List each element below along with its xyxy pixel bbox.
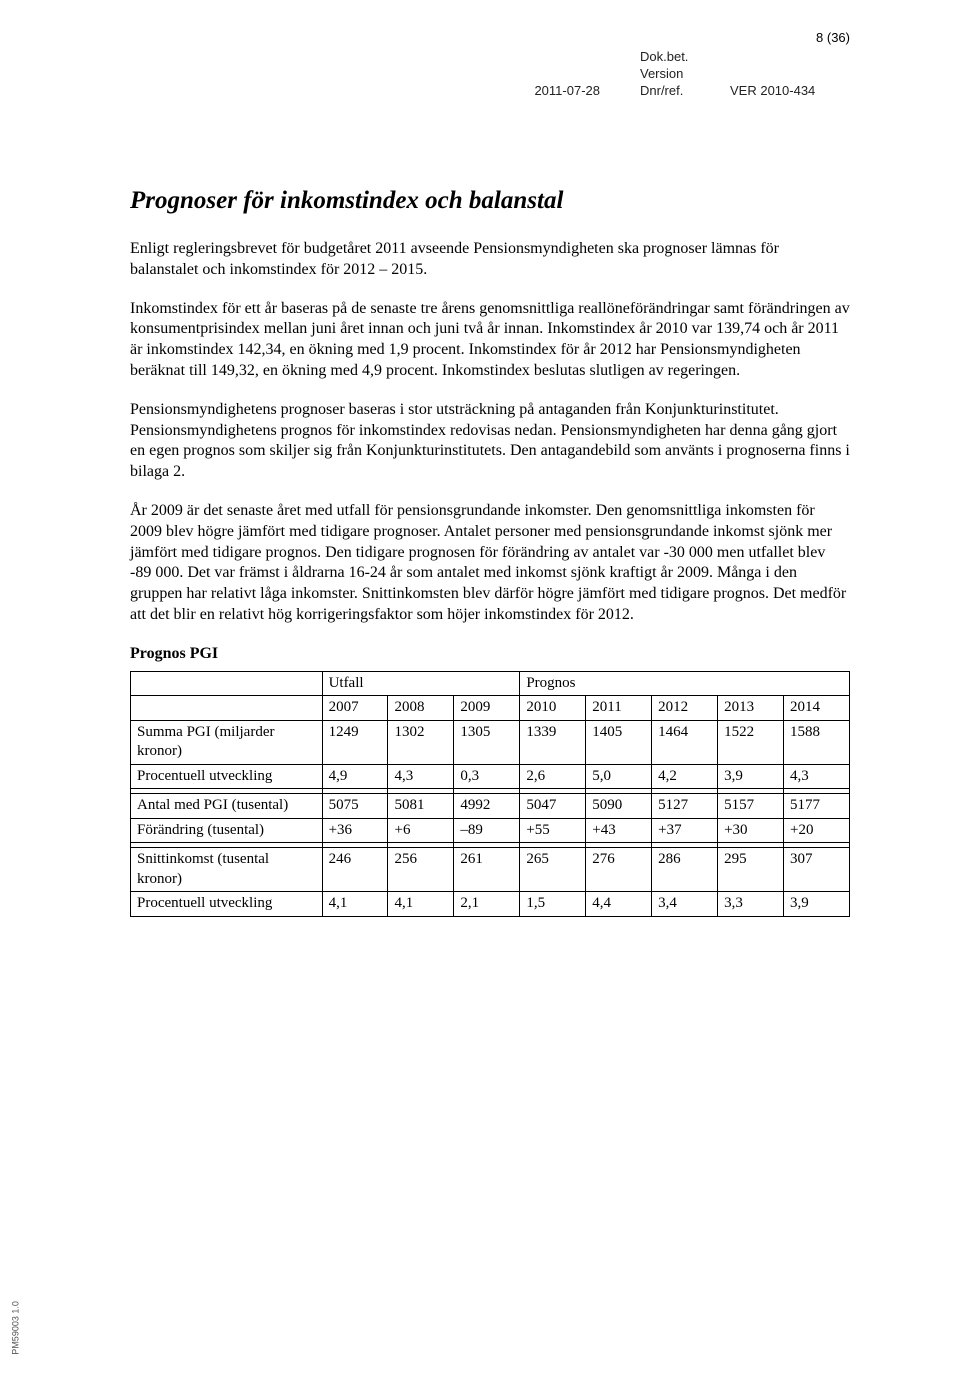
cell: +37 [652,818,718,843]
cell: 1249 [322,720,388,764]
cell: 1302 [388,720,454,764]
page-number: 8 (36) [130,30,850,47]
cell: 4,3 [388,764,454,789]
row-label: Antal med PGI (tusental) [131,794,323,819]
year-cell: 2013 [718,696,784,721]
header-dnr-value: VER 2010-434 [730,83,850,100]
cell: 4992 [454,794,520,819]
cell: –89 [454,818,520,843]
cell: 4,9 [322,764,388,789]
cell: +20 [784,818,850,843]
header-dnr-label: Dnr/ref. [640,83,720,100]
table-row: Utfall Prognos [131,671,850,696]
cell: 3,9 [784,892,850,917]
table-row: Summa PGI (miljarder kronor) 1249 1302 1… [131,720,850,764]
cell: +30 [718,818,784,843]
cell: 2,6 [520,764,586,789]
header-date: 2011-07-28 [270,83,630,100]
cell: 1405 [586,720,652,764]
row-label: Snittinkomst (tusental kronor) [131,848,323,892]
cell: 5157 [718,794,784,819]
cell: +55 [520,818,586,843]
cell: 1588 [784,720,850,764]
year-cell: 2010 [520,696,586,721]
table-row: 2007 2008 2009 2010 2011 2012 2013 2014 [131,696,850,721]
cell: 1,5 [520,892,586,917]
cell: 4,2 [652,764,718,789]
header-version-label: Version [640,66,720,83]
cell: 246 [322,848,388,892]
year-cell: 2008 [388,696,454,721]
cell: 3,3 [718,892,784,917]
row-label: Procentuell utveckling [131,764,323,789]
page-title: Prognoser för inkomstindex och balanstal [130,185,850,218]
table-title: Prognos PGI [130,644,850,665]
cell: 4,1 [322,892,388,917]
cell: +6 [388,818,454,843]
table-row: Procentuell utveckling 4,9 4,3 0,3 2,6 5… [131,764,850,789]
cell: 1464 [652,720,718,764]
table-row: Snittinkomst (tusental kronor) 246 256 2… [131,848,850,892]
paragraph-1: Enligt regleringsbrevet för budgetåret 2… [130,239,850,281]
row-label: Procentuell utveckling [131,892,323,917]
cell: 3,9 [718,764,784,789]
cell: 5090 [586,794,652,819]
cell: 0,3 [454,764,520,789]
cell: 5,0 [586,764,652,789]
table-row: Procentuell utveckling 4,1 4,1 2,1 1,5 4… [131,892,850,917]
cell: 4,1 [388,892,454,917]
doc-header: Dok.bet. Version 2011-07-28 Dnr/ref. VER… [130,49,850,100]
header-dokbet-label: Dok.bet. [640,49,720,66]
row-label: Förändring (tusental) [131,818,323,843]
cell: 4,4 [586,892,652,917]
group-prognos: Prognos [520,671,850,696]
cell: 256 [388,848,454,892]
group-utfall: Utfall [322,671,520,696]
year-cell: 2009 [454,696,520,721]
cell: 1339 [520,720,586,764]
cell: 1522 [718,720,784,764]
paragraph-3: Pensionsmyndighetens prognoser baseras i… [130,400,850,483]
cell: 286 [652,848,718,892]
cell: 3,4 [652,892,718,917]
cell: 5177 [784,794,850,819]
year-cell: 2012 [652,696,718,721]
cell: 307 [784,848,850,892]
page: 8 (36) Dok.bet. Version 2011-07-28 Dnr/r… [0,0,960,1395]
cell: +43 [586,818,652,843]
cell: 265 [520,848,586,892]
cell: 261 [454,848,520,892]
cell: 5047 [520,794,586,819]
paragraph-2: Inkomstindex för ett år baseras på de se… [130,299,850,382]
table-row: Förändring (tusental) +36 +6 –89 +55 +43… [131,818,850,843]
cell: 276 [586,848,652,892]
cell: 5127 [652,794,718,819]
cell: 2,1 [454,892,520,917]
year-cell: 2007 [322,696,388,721]
cell: 4,3 [784,764,850,789]
cell: 295 [718,848,784,892]
paragraph-4: År 2009 är det senaste året med utfall f… [130,501,850,626]
cell: 5081 [388,794,454,819]
row-label: Summa PGI (miljarder kronor) [131,720,323,764]
prognos-pgi-table: Utfall Prognos 2007 2008 2009 2010 2011 … [130,671,850,917]
cell: 1305 [454,720,520,764]
table-row: Antal med PGI (tusental) 5075 5081 4992 … [131,794,850,819]
year-cell: 2011 [586,696,652,721]
year-cell: 2014 [784,696,850,721]
cell: +36 [322,818,388,843]
cell: 5075 [322,794,388,819]
footer-code: PM59003 1.0 [10,1301,22,1355]
